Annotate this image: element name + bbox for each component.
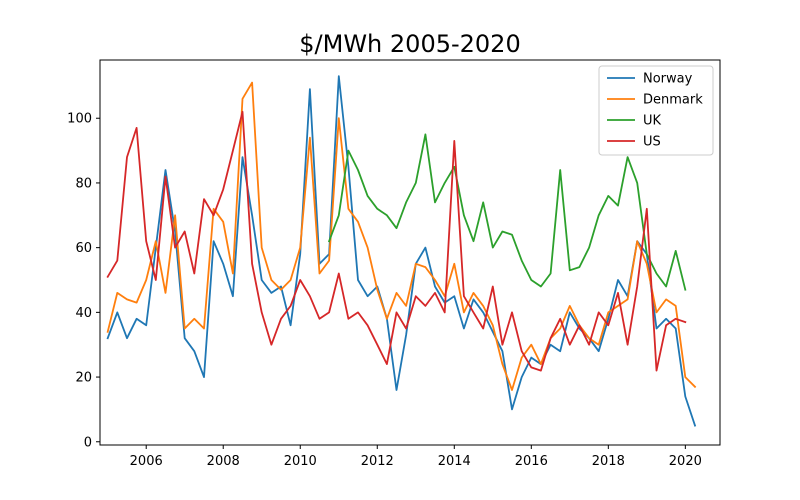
y-tick-label: 80 — [75, 176, 92, 191]
series-lines — [106, 75, 697, 427]
legend-label-uk: UK — [643, 114, 662, 129]
x-tick-label: 2006 — [130, 454, 163, 469]
y-axis: 0 20 40 60 80 100 — [67, 112, 100, 450]
plot-frame — [99, 59, 721, 446]
x-tick-label: 2016 — [515, 454, 548, 469]
x-tick-label: 2012 — [361, 454, 394, 469]
series-line-norway — [106, 75, 697, 427]
x-tick-label: 2014 — [438, 454, 471, 469]
legend-label-us: US — [643, 135, 661, 150]
y-tick-label: 0 — [84, 435, 92, 450]
x-tick-label: 2018 — [592, 454, 625, 469]
x-tick-label: 2020 — [669, 454, 702, 469]
y-tick-label: 20 — [75, 371, 92, 386]
x-tick-label: 2010 — [284, 454, 317, 469]
legend: Norway Denmark UK US — [598, 65, 714, 156]
series-line-uk — [327, 133, 687, 291]
x-tick-label: 2008 — [207, 454, 240, 469]
y-tick-label: 40 — [75, 306, 92, 321]
y-tick-label: 60 — [75, 241, 92, 256]
legend-label-denmark: Denmark — [643, 93, 703, 108]
legend-label-norway: Norway — [643, 72, 693, 87]
x-axis: 2006 2008 2010 2012 2014 2016 2018 2020 — [130, 445, 702, 469]
legend-box — [598, 65, 714, 156]
y-tick-label: 100 — [67, 112, 92, 127]
series-line-us — [106, 110, 687, 372]
chart-title: $/MWh 2005-2020 — [299, 30, 520, 58]
series-line-denmark — [106, 81, 697, 391]
